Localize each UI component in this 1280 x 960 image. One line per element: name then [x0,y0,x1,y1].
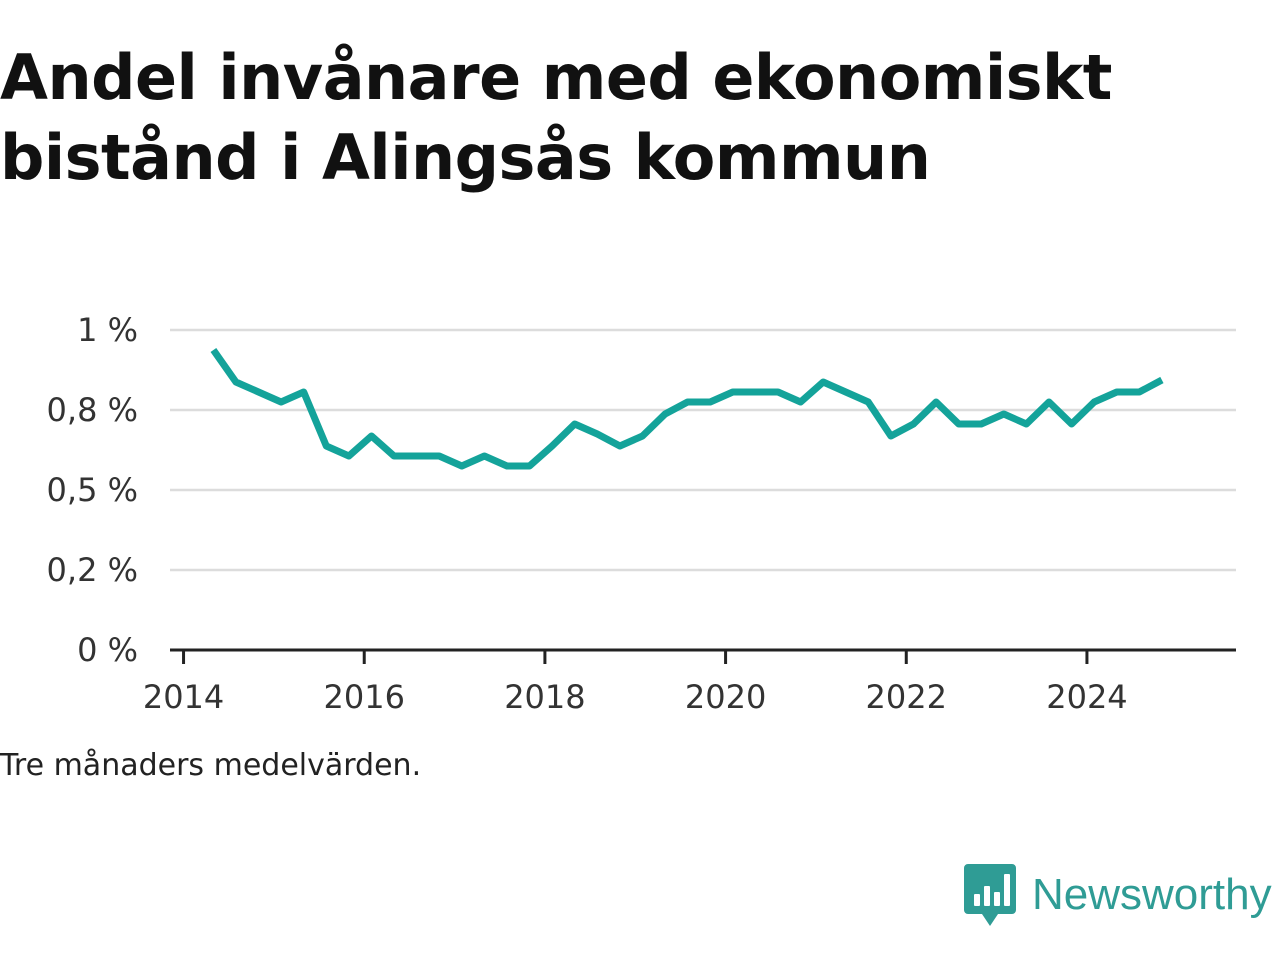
x-tick-label: 2024 [1046,678,1127,716]
x-tick-label: 2020 [685,678,766,716]
chart-title: Andel invånare med ekonomiskt bistånd i … [0,38,1200,198]
line-chart: 0 % 0,2 % 0,5 % 0,8 % 1 % 2014 2016 2018 2020 202… [47,311,1236,716]
y-tick-label: 0,5 % [47,471,138,509]
y-tick-label: 1 % [77,311,138,349]
title-line-2: bistånd i Alingsås kommun [0,121,931,194]
y-tick-label: 0 % [77,631,138,669]
y-tick-label: 0,2 % [47,551,138,589]
x-tick-label: 2022 [866,678,947,716]
chart-note: Tre månaders medelvärden. [0,748,422,783]
title-line-1: Andel invånare med ekonomiskt [0,41,1112,114]
newsworthy-logo-icon [964,864,1016,926]
x-tick-label: 2018 [504,678,585,716]
y-tick-label: 0,8 % [47,391,138,429]
series-line [210,347,1164,470]
x-tick-label: 2014 [143,678,224,716]
brand-name: Newsworthy [1032,870,1272,919]
x-tick-label: 2016 [324,678,405,716]
brand-logo: Newsworthy [964,862,1272,928]
